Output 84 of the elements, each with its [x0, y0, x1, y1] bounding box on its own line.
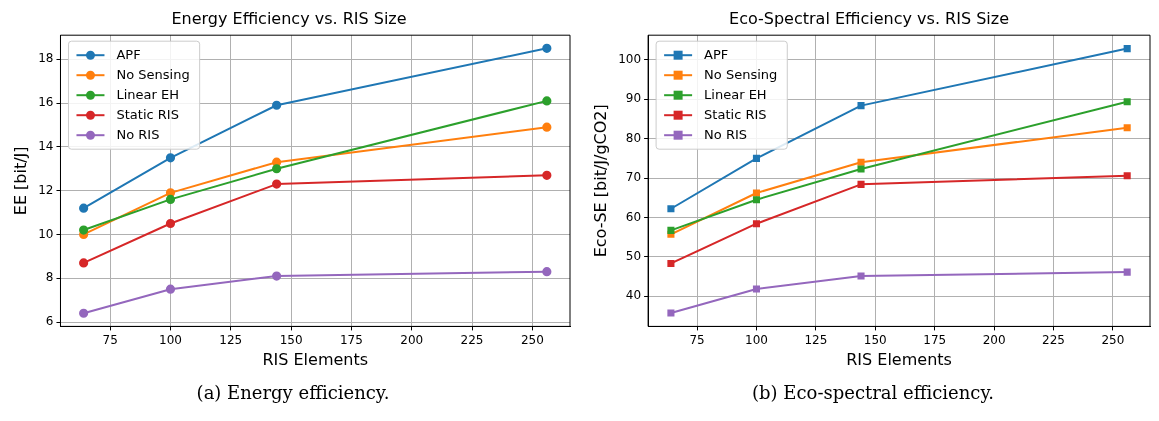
- legend-label: No RIS: [704, 126, 748, 142]
- point: [667, 309, 675, 317]
- y-tick-label: 16: [38, 95, 54, 110]
- point: [1123, 45, 1131, 53]
- x-tick-label: 225: [1042, 332, 1065, 347]
- x-tick-label: 150: [863, 332, 887, 347]
- legend-label: APF: [116, 46, 141, 62]
- text: (b) Eco-spectral efficiency.: [752, 382, 994, 403]
- point: [857, 102, 865, 110]
- point: [752, 189, 761, 197]
- x-tick-label: 175: [923, 332, 947, 347]
- x-axis-title: RIS Elements: [262, 349, 369, 369]
- legend-label: Static RIS: [116, 106, 179, 122]
- x-tick-label: 75: [689, 332, 705, 347]
- y-tick-label: 90: [625, 91, 642, 106]
- y-tick-label: 8: [45, 270, 54, 285]
- point: [542, 267, 552, 277]
- y-axis-title: EE [bit/J]: [10, 146, 30, 216]
- point: [272, 100, 282, 110]
- point: [165, 284, 176, 294]
- legend-label: No RIS: [116, 126, 160, 142]
- x-tick-label: 225: [460, 332, 484, 347]
- x-tick-label: 200: [400, 332, 424, 347]
- chart-title: Energy Efficiency vs. RIS Size: [171, 8, 407, 28]
- x-tick-label: 100: [745, 332, 768, 347]
- legend-label: No Sensing: [704, 66, 778, 82]
- legend-label: Static RIS: [704, 106, 767, 122]
- point: [79, 308, 89, 318]
- legend-label: Linear EH: [704, 86, 767, 102]
- point: [79, 203, 89, 213]
- y-tick-label: 6: [45, 314, 54, 329]
- point: [542, 96, 552, 106]
- y-tick-label: 50: [625, 248, 642, 263]
- y-tick-label: 18: [38, 51, 54, 66]
- point: [1123, 124, 1131, 132]
- point: [1123, 268, 1131, 276]
- point: [165, 153, 176, 163]
- point: [542, 170, 552, 180]
- x-tick-label: 100: [159, 332, 182, 347]
- y-tick-label: 40: [625, 288, 642, 303]
- point: [165, 218, 176, 229]
- point: [1123, 98, 1131, 106]
- point: [1123, 172, 1131, 180]
- point: [542, 43, 552, 53]
- point: [165, 194, 176, 205]
- x-axis-title: RIS Elements: [846, 349, 952, 369]
- point: [79, 258, 89, 268]
- y-tick-label: 10: [38, 226, 54, 241]
- point: [272, 164, 282, 174]
- y-tick-label: 100: [618, 52, 642, 67]
- point: [272, 179, 282, 189]
- point: [857, 158, 865, 166]
- point: [272, 271, 282, 281]
- point: [752, 196, 761, 204]
- y-tick-label: 80: [625, 130, 642, 145]
- y-tick-label: 70: [625, 170, 642, 185]
- point: [542, 122, 552, 132]
- x-tick-label: 125: [219, 332, 243, 347]
- y-tick-label: 14: [38, 138, 54, 153]
- text: (a) Energy efficiency.: [196, 382, 390, 403]
- point: [752, 154, 761, 162]
- point: [857, 165, 865, 173]
- point: [667, 205, 675, 213]
- point: [667, 226, 675, 234]
- x-tick-label: 75: [102, 332, 118, 347]
- legend-label: Linear EH: [116, 86, 179, 102]
- x-tick-label: 250: [520, 332, 544, 347]
- x-tick-label: 175: [339, 332, 363, 347]
- point: [79, 225, 89, 235]
- y-tick-label: 60: [625, 209, 642, 224]
- point: [667, 259, 675, 267]
- chart-title: Eco-Spectral Efficiency vs. RIS Size: [729, 8, 1009, 28]
- y-axis-title: Eco-SE [bit/J/gCO2]: [590, 104, 610, 258]
- point: [857, 272, 865, 280]
- point: [857, 180, 865, 188]
- point: [752, 285, 761, 293]
- legend-label: APF: [704, 46, 729, 62]
- point: [752, 220, 761, 228]
- x-tick-label: 200: [982, 332, 1006, 347]
- x-tick-label: 125: [804, 332, 828, 347]
- x-tick-label: 250: [1101, 332, 1125, 347]
- legend-label: No Sensing: [116, 66, 190, 82]
- y-tick-label: 12: [38, 182, 54, 197]
- x-tick-label: 150: [279, 332, 303, 347]
